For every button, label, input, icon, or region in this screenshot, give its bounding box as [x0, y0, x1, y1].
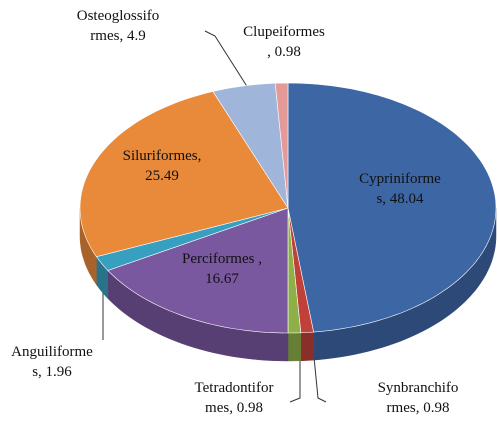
data-label: Clupeiformes , 0.98 — [243, 24, 325, 60]
pie-side — [287, 332, 302, 362]
data-label: Synbranchifo rmes, 0.98 — [378, 380, 459, 416]
data-label: Tetradontifor mes, 0.98 — [195, 380, 274, 416]
label-line: Clupeiformes — [243, 24, 325, 40]
label-line: mes, 0.98 — [205, 400, 263, 416]
data-label: Perciformes , 16.67 — [182, 251, 262, 287]
label-line: Cypriniforme — [359, 171, 441, 187]
pie-slice — [79, 91, 289, 258]
leader-line — [313, 356, 327, 403]
pie-slice — [107, 207, 289, 334]
leader-line — [204, 30, 249, 89]
label-line: Anguiliforme — [11, 344, 93, 360]
label-line: Perciformes , — [182, 251, 262, 267]
label-line: s, 1.96 — [32, 364, 72, 380]
label-line: , 0.98 — [267, 44, 301, 60]
pie-slice — [274, 82, 289, 209]
data-label: Cypriniforme s, 48.04 — [359, 171, 441, 207]
leader-line — [289, 357, 301, 403]
label-line: Tetradontifor — [195, 380, 274, 396]
data-label: Osteoglossifo rmes, 4.9 — [77, 8, 160, 44]
data-label: Anguiliforme s, 1.96 — [11, 344, 93, 380]
label-line: 16.67 — [205, 271, 239, 287]
label-line: 25.49 — [145, 168, 179, 184]
data-label: Siluriformes, 25.49 — [123, 148, 202, 184]
label-line: rmes, 4.9 — [90, 28, 145, 44]
pie-side — [300, 331, 314, 362]
label-line: Siluriformes, — [123, 148, 202, 164]
label-line: s, 48.04 — [376, 191, 424, 207]
label-line: Synbranchifo — [378, 380, 459, 396]
label-line: rmes, 0.98 — [387, 400, 450, 416]
pie-slice — [212, 82, 289, 209]
pie-slice — [287, 82, 497, 333]
label-line: Osteoglossifo — [77, 8, 160, 24]
